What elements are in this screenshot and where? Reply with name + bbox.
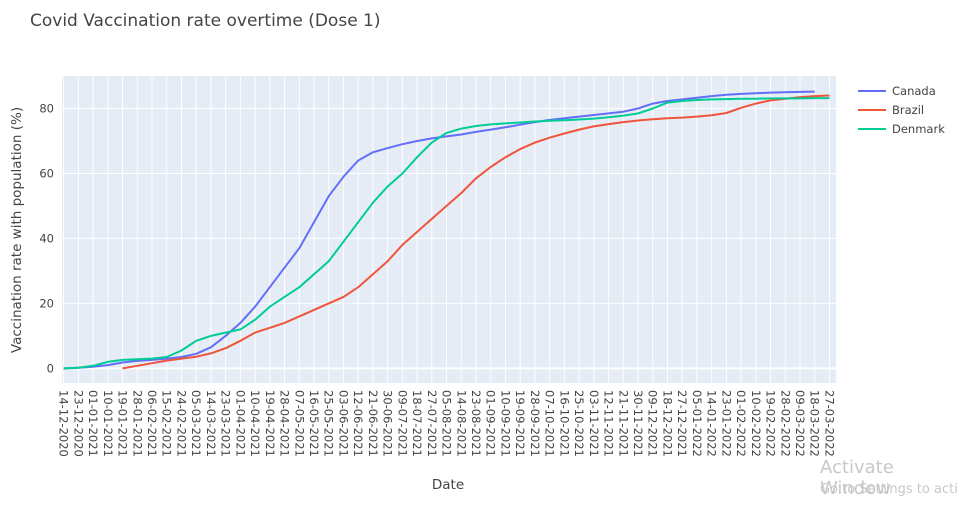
x-tick-label: 15-02-2021: [160, 390, 174, 457]
x-tick-label: 10-02-2022: [749, 390, 763, 457]
x-tick-label: 19-01-2021: [116, 390, 130, 457]
x-tick-label: 27-07-2021: [425, 390, 439, 457]
x-tick-label: 09-07-2021: [395, 390, 409, 457]
x-tick-label: 23-12-2020: [71, 390, 85, 457]
x-tick-label: 05-03-2021: [189, 390, 203, 457]
x-tick-label: 28-09-2021: [528, 390, 542, 457]
x-tick-label: 16-05-2021: [307, 390, 321, 457]
x-tick-label: 18-03-2022: [808, 390, 822, 457]
x-tick-label: 25-10-2021: [572, 390, 586, 457]
y-tick-label: 40: [39, 231, 54, 245]
x-tick-label: 05-08-2021: [440, 390, 454, 457]
x-tick-label: 10-01-2021: [101, 390, 115, 457]
x-tick-label: 12-06-2021: [351, 390, 365, 457]
x-tick-label: 21-11-2021: [616, 390, 630, 457]
series-line-denmark: [63, 97, 830, 370]
x-tick-label: 06-02-2021: [145, 390, 159, 457]
x-tick-label: 19-04-2021: [263, 390, 277, 457]
series-line-brazil: [122, 94, 830, 370]
legend-entry-brazil[interactable]: Brazil: [892, 103, 924, 117]
x-tick-label: 30-11-2021: [631, 390, 645, 457]
x-tick-label: 19-09-2021: [513, 390, 527, 457]
y-axis-title: Vaccination rate with population (%): [9, 107, 25, 353]
x-tick-label: 14-08-2021: [454, 390, 468, 457]
x-tick-label: 03-06-2021: [336, 390, 350, 457]
x-tick-label: 23-03-2021: [219, 390, 233, 457]
legend-entry-denmark[interactable]: Denmark: [892, 122, 945, 136]
x-tick-label: 18-07-2021: [410, 390, 424, 457]
x-tick-label: 12-11-2021: [602, 390, 616, 457]
x-tick-label: 01-01-2021: [86, 390, 100, 457]
y-axis-ticks: 0 20 40 60 80: [39, 101, 54, 375]
x-tick-label: 23-01-2022: [719, 390, 733, 457]
y-tick-label: 20: [39, 296, 54, 310]
x-tick-label: 09-12-2021: [646, 390, 660, 457]
chart-title: Covid Vaccination rate overtime (Dose 1): [30, 11, 381, 31]
x-tick-label: 27-12-2021: [675, 390, 689, 457]
plot-area: [62, 76, 836, 383]
x-tick-label: 05-01-2022: [690, 390, 704, 457]
x-tick-label: 07-10-2021: [543, 390, 557, 457]
x-tick-label: 14-03-2021: [204, 390, 218, 457]
legend: Canada Brazil Denmark: [858, 84, 945, 136]
x-tick-label: 09-03-2022: [793, 390, 807, 457]
x-tick-label: 28-01-2021: [130, 390, 144, 457]
y-tick-label: 80: [39, 101, 54, 115]
x-tick-label: 28-04-2021: [278, 390, 292, 457]
gridlines: [62, 76, 836, 383]
x-tick-label: 16-10-2021: [557, 390, 571, 457]
x-axis-title: Date: [432, 477, 464, 493]
x-tick-label: 10-09-2021: [498, 390, 512, 457]
x-tick-label: 01-09-2021: [484, 390, 498, 457]
y-tick-label: 0: [47, 361, 54, 375]
x-tick-label: 18-12-2021: [660, 390, 674, 457]
y-tick-label: 60: [39, 166, 54, 180]
legend-entry-canada[interactable]: Canada: [892, 84, 936, 98]
activate-windows-subtext: Go to Settings to acti: [820, 482, 958, 497]
x-tick-label: 01-04-2021: [233, 390, 247, 457]
x-tick-label: 28-02-2022: [778, 390, 792, 457]
x-tick-label: 14-12-2020: [57, 390, 71, 457]
x-tick-label: 01-02-2022: [734, 390, 748, 457]
x-tick-label: 27-03-2022: [822, 390, 836, 457]
series-lines: [63, 90, 830, 370]
x-tick-label: 21-06-2021: [366, 390, 380, 457]
x-tick-label: 25-05-2021: [322, 390, 336, 457]
x-tick-label: 23-08-2021: [469, 390, 483, 457]
x-tick-label: 10-04-2021: [248, 390, 262, 457]
x-tick-label: 03-11-2021: [587, 390, 601, 457]
activate-windows-watermark: Activate Window: [820, 457, 894, 499]
x-tick-label: 24-02-2021: [174, 390, 188, 457]
x-axis-ticks: 14-12-2020 23-12-2020 01-01-2021 10-01-2021…: [57, 390, 837, 457]
x-tick-label: 30-06-2021: [381, 390, 395, 457]
x-tick-label: 14-01-2022: [705, 390, 719, 457]
x-tick-label: 19-02-2022: [764, 390, 778, 457]
x-tick-label: 07-05-2021: [292, 390, 306, 457]
